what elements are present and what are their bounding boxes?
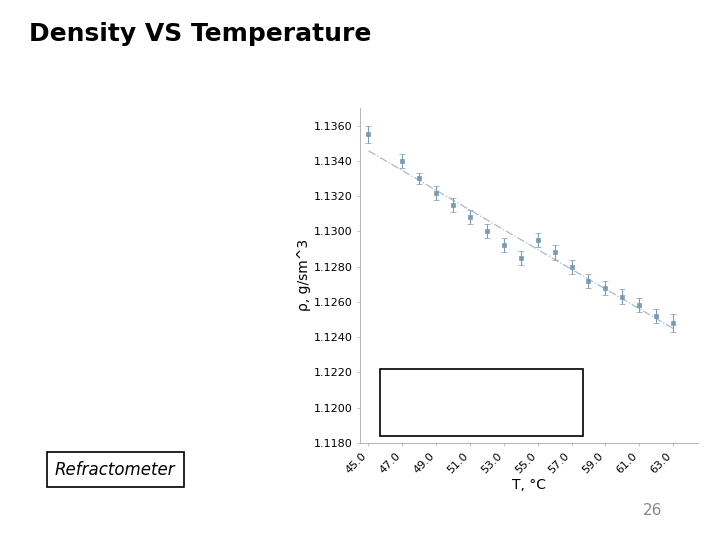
Y-axis label: ρ, g/sm^3: ρ, g/sm^3 (297, 239, 311, 312)
FancyBboxPatch shape (380, 369, 583, 436)
X-axis label: T, °C: T, °C (512, 478, 546, 492)
Text: Density VS Temperature: Density VS Temperature (29, 22, 372, 45)
Text: 26: 26 (643, 503, 662, 518)
Text: Refractometer: Refractometer (55, 461, 176, 479)
